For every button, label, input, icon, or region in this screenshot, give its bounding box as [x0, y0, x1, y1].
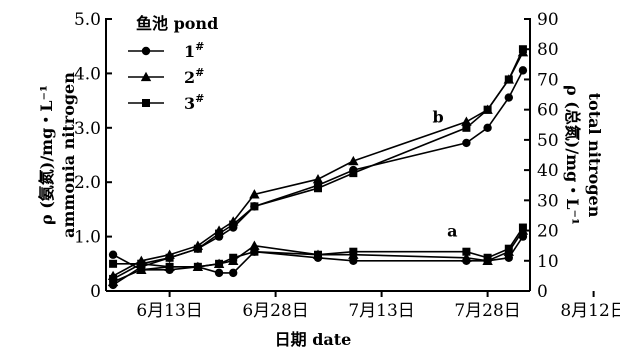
legend-label: 3# [184, 92, 204, 113]
data-point-b-square [215, 229, 224, 238]
left-y-tick-label: 0 [90, 282, 101, 302]
left-y-axis-subtitle: ammonia nitrogen [59, 72, 78, 238]
data-point-b-square [483, 105, 492, 114]
data-point-a-circle [108, 250, 118, 259]
data-point-b-square [109, 274, 118, 283]
x-axis-title: 日期 date [275, 330, 352, 349]
left-y-tick-label: 4.0 [74, 64, 101, 84]
left-y-axis-title: ρ (氨氮)/mg・L⁻¹ [37, 85, 56, 225]
data-point-b-circle [504, 93, 513, 102]
data-point-a-triangle [249, 240, 260, 250]
data-point-b-square [462, 123, 471, 132]
right-y-axis-subtitle: total nitrogen [585, 93, 604, 218]
x-tick-label: 6月28日 [242, 301, 308, 321]
annotation-b: b [433, 107, 444, 126]
series-line-b-square [112, 48, 524, 280]
x-tick-label: 7月13日 [348, 301, 414, 321]
legend-label-superscript: # [195, 40, 204, 53]
data-point-b-square [193, 244, 202, 253]
data-point-a-square [483, 253, 492, 262]
right-y-tick-label: 30 [537, 191, 559, 211]
data-point-a-square [462, 247, 471, 256]
x-tick-label: 7月28日 [454, 301, 520, 321]
right-y-tick-label: 10 [537, 252, 559, 272]
series-markers [107, 45, 529, 290]
legend: 鱼池 pond 1# 2# 3# [128, 14, 218, 113]
axes: 0 1.0 2.0 3.0 4.0 5.0 0 10 20 30 40 50 60 70 80 90 6月13日… [74, 10, 620, 321]
left-y-tick-label: 1.0 [74, 228, 101, 248]
series-line-b-triangle [112, 51, 524, 277]
data-point-b-square [165, 253, 174, 262]
legend-marker-triangle [140, 71, 152, 82]
right-y-tick-label: 50 [537, 131, 559, 151]
right-y-tick-label: 80 [537, 40, 559, 60]
data-point-a-square [349, 247, 358, 256]
data-point-b-triangle [249, 189, 260, 199]
data-point-a-square [193, 262, 202, 271]
x-tick-label: 8月12日 [560, 301, 620, 321]
data-point-a-circle [214, 268, 224, 278]
data-point-a-square [109, 259, 118, 268]
left-y-tick-label: 2.0 [74, 173, 101, 193]
data-point-a-square [504, 244, 513, 253]
data-point-b-circle [518, 66, 528, 75]
labels: 日期 date ρ (氨氮)/mg・L⁻¹ ammonia nitrogen ρ (总… [37, 72, 604, 349]
legend-label: 1# [184, 40, 204, 61]
data-point-b-square [250, 202, 259, 211]
data-point-b-square [504, 75, 513, 84]
data-point-a-square [518, 223, 527, 232]
data-point-b-square [229, 220, 238, 229]
right-y-tick-label: 40 [537, 161, 559, 181]
x-tick-label: 6月13日 [136, 301, 202, 321]
data-point-a-square [250, 247, 259, 256]
right-y-tick-label: 0 [537, 282, 548, 302]
legend-marker-square [142, 99, 150, 107]
data-point-a-square [229, 253, 238, 262]
data-point-b-square [349, 169, 358, 178]
annotation-a: a [447, 222, 457, 241]
legend-title: 鱼池 pond [136, 14, 218, 33]
data-point-b-triangle [312, 173, 324, 184]
right-y-tick-label: 20 [537, 222, 559, 242]
left-y-tick-label: 3.0 [74, 119, 101, 139]
legend-marker-circle [141, 46, 151, 56]
data-point-a-square [314, 250, 322, 259]
legend-label-superscript: # [195, 92, 204, 105]
data-point-b-triangle [348, 155, 359, 166]
data-point-a-triangle [461, 252, 472, 262]
legend-label: 2# [184, 66, 204, 87]
data-point-b-square [518, 45, 527, 54]
data-point-a-square [215, 259, 224, 268]
data-point-b-circle [483, 123, 492, 132]
right-y-tick-label: 90 [537, 10, 559, 30]
data-point-a-circle [229, 268, 238, 278]
right-y-tick-label: 70 [537, 70, 559, 90]
data-point-b-square [137, 259, 146, 268]
data-point-b-circle [462, 138, 471, 148]
right-y-tick-label: 60 [537, 101, 559, 121]
data-point-b-triangle [461, 116, 472, 126]
right-y-axis-title: ρ (总氮)/mg・L⁻¹ [563, 85, 582, 225]
legend-label-superscript: # [195, 66, 204, 79]
left-y-tick-label: 5.0 [74, 10, 101, 30]
data-point-b-square [314, 184, 322, 193]
data-point-a-square [165, 262, 174, 271]
